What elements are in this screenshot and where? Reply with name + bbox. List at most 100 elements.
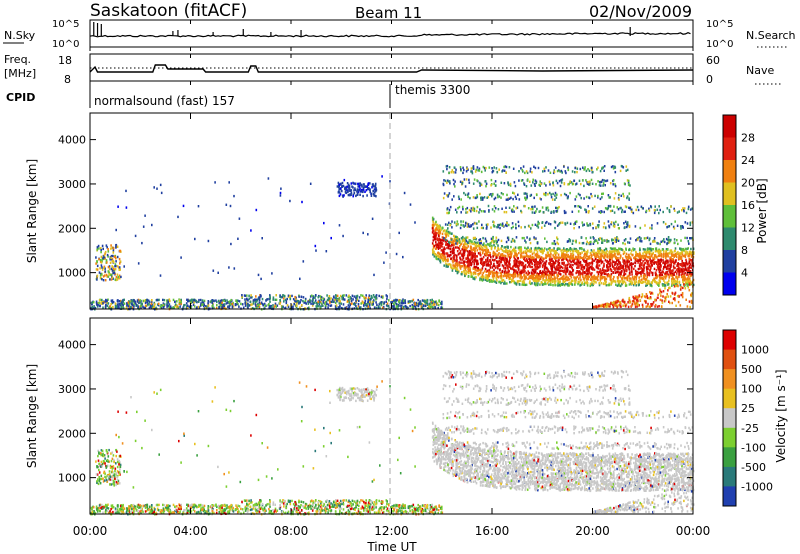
scatter-cell bbox=[543, 249, 545, 252]
scatter-cell bbox=[114, 268, 117, 271]
scatter-cell bbox=[564, 270, 567, 273]
scatter-cell bbox=[534, 258, 536, 261]
scatter-cell bbox=[554, 268, 557, 271]
scatter-cell bbox=[620, 264, 622, 267]
scatter-cell bbox=[440, 249, 443, 252]
scatter-cell bbox=[117, 300, 119, 303]
scatter-cell bbox=[548, 283, 550, 286]
scatter-cell bbox=[620, 277, 623, 280]
scatter-cell bbox=[521, 283, 523, 286]
scatter-cell bbox=[605, 284, 608, 287]
scatter-cell bbox=[624, 261, 627, 264]
scatter-cell bbox=[110, 267, 113, 271]
scatter-cell bbox=[421, 299, 424, 302]
scatter-cell bbox=[490, 261, 492, 264]
scatter-cell bbox=[611, 209, 614, 212]
scatter-cell bbox=[347, 189, 349, 193]
scatter-cell bbox=[402, 299, 405, 303]
scatter-cell bbox=[579, 271, 581, 274]
scatter-cell bbox=[640, 205, 643, 208]
scatter-cell bbox=[586, 282, 589, 285]
scatter-cell bbox=[630, 266, 633, 269]
scatter-cell bbox=[661, 273, 663, 276]
scatter-cell bbox=[358, 306, 361, 309]
scatter-cell bbox=[513, 259, 515, 263]
scatter-cell bbox=[585, 254, 588, 257]
scatter-cell bbox=[475, 243, 477, 246]
scatter-cell bbox=[688, 277, 691, 280]
scatter-cell bbox=[548, 247, 550, 251]
scatter-cell bbox=[509, 281, 511, 284]
scatter-cell bbox=[420, 305, 423, 308]
scatter-cell bbox=[438, 234, 440, 237]
scatter-cell bbox=[460, 223, 462, 227]
scatter-cell bbox=[127, 302, 129, 306]
scatter-cell bbox=[411, 303, 414, 307]
scatter-cell bbox=[150, 302, 153, 305]
scatter-cell bbox=[395, 299, 398, 302]
scatter-cell bbox=[432, 306, 434, 309]
scatter-cell bbox=[589, 251, 592, 255]
scatter-cell bbox=[687, 262, 690, 265]
scatter-cell bbox=[554, 242, 557, 246]
scatter-cell bbox=[462, 251, 465, 254]
scatter-cell bbox=[212, 306, 215, 309]
scatter-cell bbox=[475, 241, 477, 245]
scatter-cell bbox=[685, 278, 688, 281]
scatter-cell bbox=[515, 282, 518, 285]
scatter-cell bbox=[496, 275, 499, 278]
scatter-cell bbox=[587, 263, 590, 267]
scatter-cell bbox=[292, 298, 295, 301]
scatter-cell bbox=[588, 275, 591, 278]
noise-right-tick-top: 10^5 bbox=[706, 19, 733, 30]
scatter-cell bbox=[671, 260, 674, 264]
scatter-cell bbox=[299, 301, 301, 304]
scatter-cell bbox=[192, 303, 195, 306]
scatter-cell bbox=[681, 272, 684, 275]
scatter-cell bbox=[310, 294, 313, 297]
scatter-cell bbox=[250, 296, 252, 299]
scatter-cell bbox=[515, 197, 518, 200]
scatter-cell bbox=[650, 283, 652, 287]
scatter-cell bbox=[624, 267, 627, 270]
scatter-cell bbox=[520, 277, 523, 280]
scatter-cell bbox=[316, 304, 319, 308]
scatter-cell bbox=[647, 260, 650, 263]
scatter-cell bbox=[228, 304, 231, 307]
scatter-cell bbox=[647, 248, 650, 251]
scatter-cell bbox=[635, 274, 638, 278]
scatter-cell bbox=[575, 263, 578, 266]
scatter-cell bbox=[597, 259, 599, 262]
scatter-cell bbox=[577, 192, 580, 196]
scatter-cell bbox=[626, 268, 628, 272]
scatter-cell bbox=[668, 276, 670, 279]
scatter-cell bbox=[212, 269, 215, 272]
scatter-cell bbox=[471, 240, 473, 243]
scatter-cell bbox=[565, 258, 568, 261]
scatter-cell bbox=[95, 268, 98, 271]
scatter-cell bbox=[442, 251, 444, 254]
scatter-cell bbox=[648, 272, 650, 275]
scatter-cell bbox=[533, 270, 536, 273]
scatter-cell bbox=[430, 305, 433, 308]
scatter-cell bbox=[624, 272, 627, 276]
scatter-cell bbox=[594, 254, 596, 257]
scatter-cell bbox=[542, 264, 545, 267]
scatter-cell bbox=[324, 301, 327, 304]
scatter-cell bbox=[536, 247, 539, 250]
scatter-cell bbox=[591, 281, 593, 284]
scatter-cell bbox=[112, 247, 115, 250]
scatter-cell bbox=[446, 239, 448, 243]
scatter-cell bbox=[538, 254, 540, 258]
scatter-cell bbox=[300, 295, 303, 298]
scatter-cell bbox=[614, 269, 616, 272]
scatter-cell bbox=[98, 258, 100, 261]
scatter-cell bbox=[562, 258, 564, 261]
scatter-cell bbox=[525, 276, 527, 280]
scatter-cell bbox=[631, 270, 633, 274]
scatter-cell bbox=[488, 264, 491, 267]
scatter-cell bbox=[569, 274, 572, 278]
scatter-cell bbox=[660, 258, 662, 261]
scatter-cell bbox=[265, 304, 267, 307]
scatter-cell bbox=[450, 245, 452, 248]
